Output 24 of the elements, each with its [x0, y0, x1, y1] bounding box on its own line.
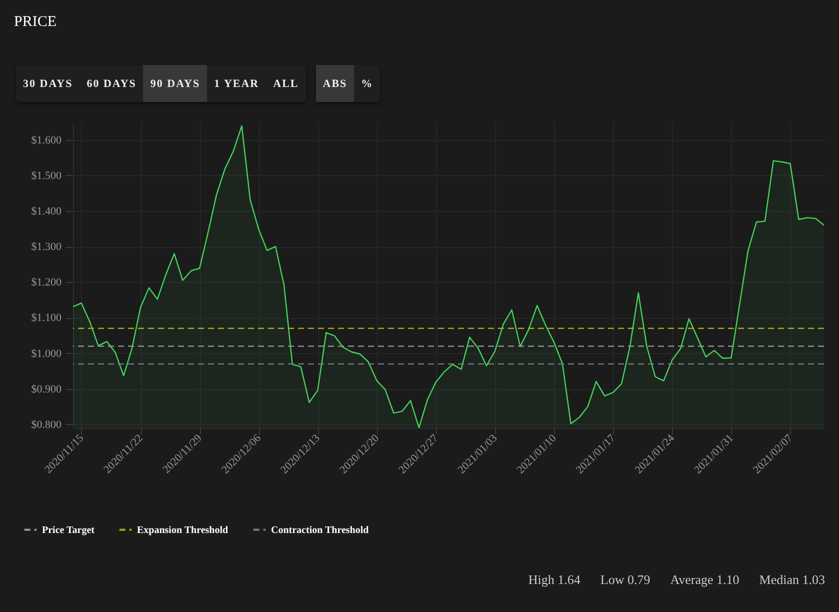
legend-label: Contraction Threshold: [271, 524, 370, 536]
text: ALL: [266, 65, 306, 102]
text: 90 DAYS: [143, 65, 208, 102]
y-tick-label: $1.600: [31, 134, 62, 146]
y-tick-label: $0.800: [31, 418, 62, 431]
text: 60 DAYS: [80, 65, 144, 102]
y-tick-label: $0.900: [31, 383, 62, 396]
text: %: [354, 65, 380, 102]
text: Low 0.79: [600, 572, 650, 588]
text: 1 YEAR: [207, 65, 266, 102]
y-tick-label: $1.200: [31, 276, 62, 289]
chart-title: PRICE: [14, 14, 57, 31]
text: Median 1.03: [759, 572, 825, 588]
text: High 1.64: [528, 572, 580, 588]
legend-label: Price Target: [42, 524, 96, 536]
text: Average 1.10: [670, 572, 740, 588]
y-tick-label: $1.100: [31, 312, 62, 324]
y-tick-label: $1.300: [31, 241, 62, 254]
legend-label: Expansion Threshold: [137, 524, 229, 536]
text: ABS: [316, 65, 354, 102]
y-tick-label: $1.000: [31, 348, 62, 360]
y-tick-label: $1.500: [31, 170, 62, 182]
text: 30 DAYS: [16, 65, 80, 102]
y-tick-label: $1.400: [31, 205, 62, 218]
